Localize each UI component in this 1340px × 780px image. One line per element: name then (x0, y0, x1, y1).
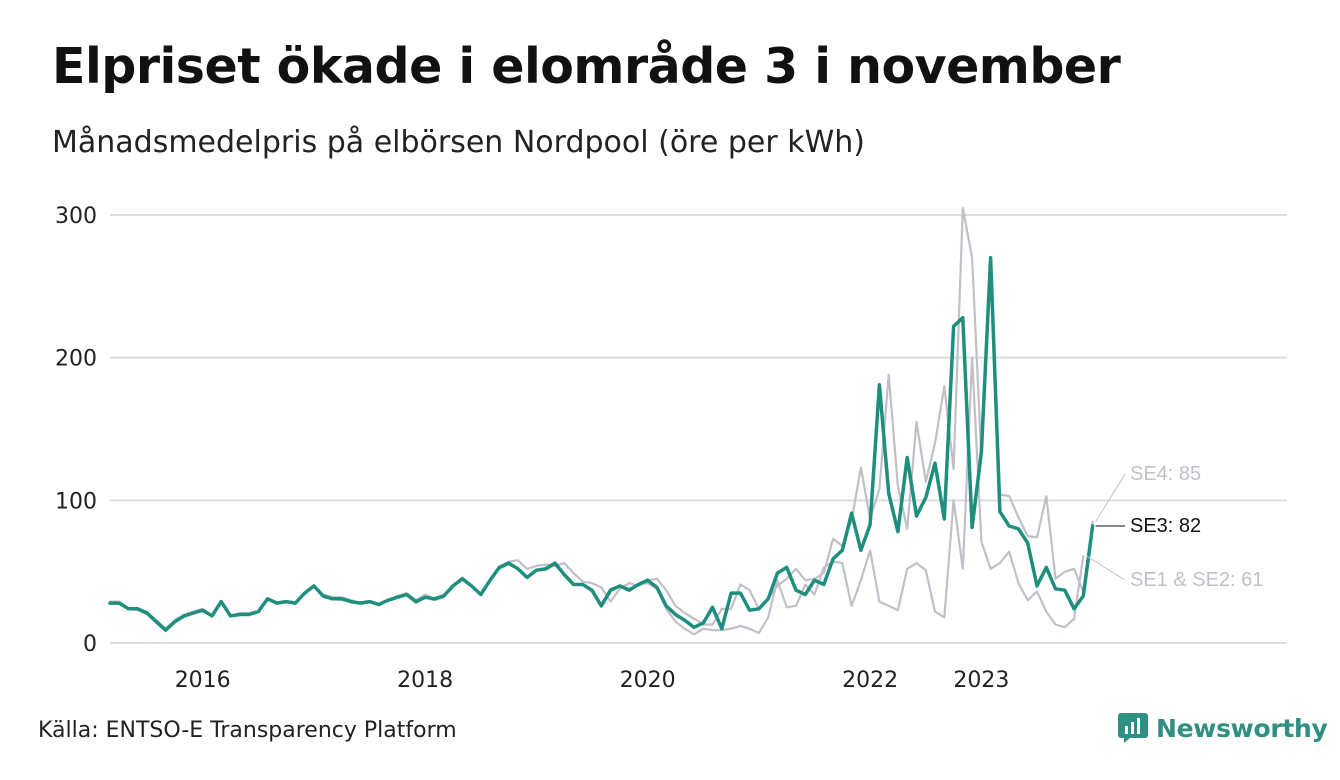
series-lines (108, 206, 1095, 636)
y-tick-label: 200 (55, 347, 97, 372)
x-tick-label: 2020 (620, 668, 676, 693)
end-label-se1-se2: SE1 & SE2: 61 (1130, 569, 1263, 591)
end-label-leader (1086, 555, 1126, 581)
series-line-se1-se2 (108, 356, 1085, 636)
grid-lines (110, 214, 1287, 644)
x-tick-label: 2023 (953, 668, 1009, 693)
x-tick-label: 2018 (397, 668, 453, 693)
y-tick-label: 0 (83, 632, 97, 657)
series-line-se4 (108, 206, 1094, 630)
end-label-leader (1095, 473, 1126, 522)
chart-title: Elpriset ökade i elområde 3 i november (52, 38, 1121, 95)
series-line-se3 (108, 256, 1095, 632)
x-axis-ticks: 2016 2018 2020 2022 2023 (175, 668, 1010, 693)
end-label-se3: SE3: 82 (1130, 515, 1201, 537)
y-tick-label: 300 (55, 204, 97, 229)
end-label-se4: SE4: 85 (1130, 463, 1201, 485)
chart-subtitle: Månadsmedelpris på elbörsen Nordpool (ör… (52, 125, 865, 160)
y-tick-label: 100 (55, 489, 97, 514)
brand-name: Newsworthy (1156, 713, 1328, 743)
y-axis-ticks: 0 100 200 300 (55, 204, 97, 657)
brand-logo[interactable]: Newsworthy (1118, 713, 1328, 743)
x-tick-label: 2016 (175, 668, 231, 693)
x-tick-label: 2022 (842, 668, 898, 693)
newsworthy-logo-icon (1118, 713, 1148, 743)
end-labels: SE4: 85 SE3: 82 SE1 & SE2: 61 (1086, 463, 1263, 591)
source-note: Källa: ENTSO-E Transparency Platform (38, 718, 457, 743)
